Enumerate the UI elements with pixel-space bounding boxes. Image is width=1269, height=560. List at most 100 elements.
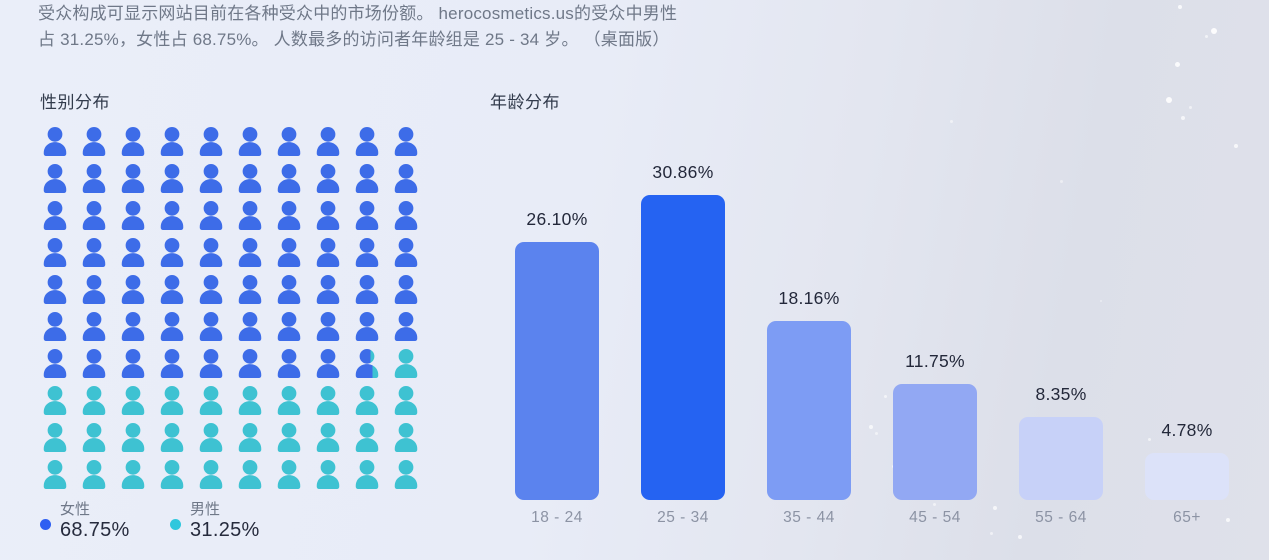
gender-pictogram: [41, 126, 420, 490]
person-icon: [355, 385, 379, 416]
person-icon: [238, 311, 262, 342]
person-icon: [316, 311, 340, 342]
person-icon: [160, 385, 184, 416]
bar-category-label: 55 - 64: [1035, 509, 1087, 526]
bar-category-label: 18 - 24: [531, 509, 583, 526]
bar-category-label: 25 - 34: [657, 509, 709, 526]
person-icon: [199, 385, 223, 416]
person-icon: [82, 237, 106, 268]
person-icon: [355, 237, 379, 268]
person-icon: [199, 163, 223, 194]
sparkle-dot: [1189, 106, 1192, 109]
person-icon: [316, 163, 340, 194]
audience-description: 受众构成可显示网站目前在各种受众中的市场份额。 herocosmetics.us…: [38, 4, 678, 49]
person-icon: [82, 274, 106, 305]
person-icon: [82, 422, 106, 453]
person-icon: [199, 348, 223, 379]
person-icon: [199, 237, 223, 268]
person-icon: [238, 126, 262, 157]
person-icon: [160, 311, 184, 342]
person-icon: [82, 311, 106, 342]
person-icon: [394, 200, 418, 231]
sparkle-dot: [1211, 28, 1217, 34]
bar: [1019, 417, 1103, 500]
person-icon: [160, 348, 184, 379]
person-icon: [121, 163, 145, 194]
person-icon: [160, 274, 184, 305]
person-icon: [394, 311, 418, 342]
bar-column-55-64: 8.35% 55 - 64: [1019, 384, 1103, 527]
person-icon: [316, 422, 340, 453]
person-icon: [238, 274, 262, 305]
person-icon: [43, 274, 67, 305]
person-icon: [199, 459, 223, 490]
person-icon: [160, 200, 184, 231]
bar: [1145, 453, 1229, 500]
person-icon: [394, 237, 418, 268]
person-icon: [160, 422, 184, 453]
bar: [641, 195, 725, 500]
bar: [515, 242, 599, 500]
person-icon: [238, 237, 262, 268]
person-icon: [121, 126, 145, 157]
legend-item-male: 男性 31.25%: [170, 501, 260, 542]
person-icon: [355, 200, 379, 231]
person-icon: [238, 459, 262, 490]
person-icon: [277, 385, 301, 416]
person-icon: [316, 385, 340, 416]
person-icon: [82, 163, 106, 194]
sparkle-dot: [1018, 535, 1022, 539]
person-icon: [82, 459, 106, 490]
person-icon: [43, 237, 67, 268]
person-icon: [277, 459, 301, 490]
person-icon: [43, 459, 67, 490]
person-icon: [277, 237, 301, 268]
person-icon: [43, 422, 67, 453]
sparkle-dot: [1205, 35, 1208, 38]
person-icon: [316, 237, 340, 268]
person-icon: [316, 200, 340, 231]
person-icon: [121, 274, 145, 305]
person-icon: [160, 459, 184, 490]
sparkle-dot: [950, 120, 953, 123]
person-icon: [355, 422, 379, 453]
bar-column-35-44: 18.16% 35 - 44: [767, 288, 851, 527]
sparkle-dot: [1181, 116, 1185, 120]
female-percentage: 68.75%: [60, 519, 130, 541]
person-icon: [277, 126, 301, 157]
person-icon: [43, 385, 67, 416]
person-icon-split: [355, 348, 379, 379]
person-icon: [394, 422, 418, 453]
person-icon: [160, 126, 184, 157]
person-icon: [394, 459, 418, 490]
person-icon: [316, 274, 340, 305]
person-icon: [394, 274, 418, 305]
person-icon: [160, 163, 184, 194]
person-icon: [316, 348, 340, 379]
person-icon: [199, 422, 223, 453]
gender-section-title: 性别分布: [40, 93, 110, 112]
bar-value-label: 30.86%: [652, 162, 714, 182]
person-icon: [394, 348, 418, 379]
person-icon: [238, 200, 262, 231]
sparkle-dot: [1178, 5, 1182, 9]
sparkle-dot: [1175, 62, 1180, 67]
legend-item-female: 女性 68.75%: [40, 501, 130, 542]
female-dot-icon: [40, 519, 51, 530]
person-icon: [199, 126, 223, 157]
person-icon: [355, 459, 379, 490]
female-label: 女性: [60, 501, 91, 518]
person-icon: [43, 200, 67, 231]
person-icon: [199, 274, 223, 305]
person-icon: [121, 422, 145, 453]
bar-category-label: 35 - 44: [783, 509, 835, 526]
person-icon: [238, 348, 262, 379]
sparkle-dot: [1234, 144, 1238, 148]
person-icon: [121, 385, 145, 416]
person-icon: [121, 311, 145, 342]
person-icon: [277, 422, 301, 453]
bar: [893, 384, 977, 500]
gender-legend: 女性 68.75% 男性 31.25%: [40, 501, 260, 542]
bar-value-label: 11.75%: [905, 351, 965, 371]
